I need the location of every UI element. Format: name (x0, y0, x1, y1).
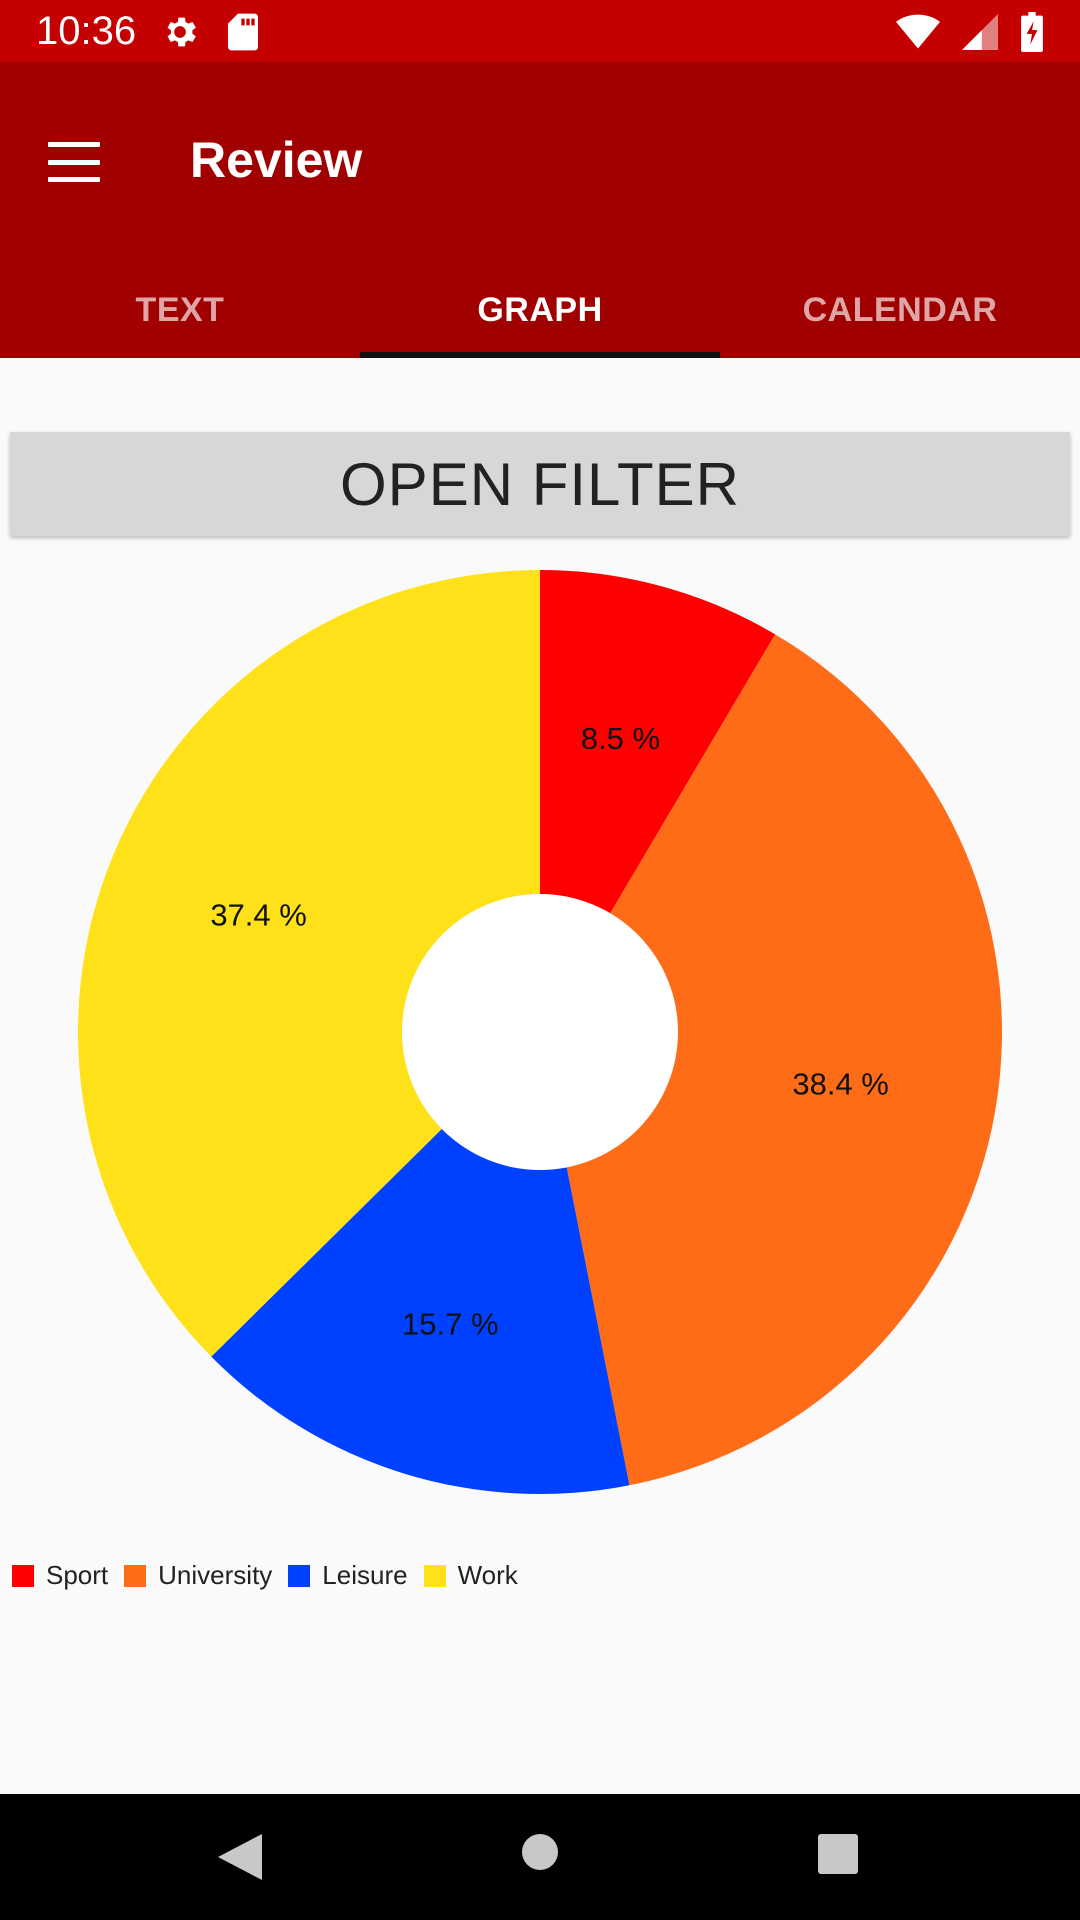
navigation-bar (0, 1794, 1080, 1920)
status-time: 10:36 (36, 9, 137, 53)
legend-item-leisure: Leisure (288, 1560, 408, 1591)
open-filter-button[interactable]: OPEN FILTER (10, 432, 1070, 536)
pie-label-leisure: 15.7 % (402, 1307, 499, 1342)
legend-swatch (12, 1564, 34, 1587)
back-icon[interactable] (218, 1834, 262, 1880)
legend-label: Sport (46, 1560, 109, 1590)
legend-label: Leisure (322, 1560, 408, 1590)
legend-item-work: Work (423, 1560, 518, 1591)
status-bar: 10:36 (0, 0, 1080, 62)
legend-label: University (158, 1560, 273, 1590)
page-title: Review (190, 132, 363, 188)
legend-swatch (124, 1564, 147, 1587)
app-bar: Review TEXT GRAPH CALENDAR (0, 62, 1080, 358)
legend-item-university: University (124, 1560, 272, 1591)
recent-apps-icon[interactable] (818, 1834, 858, 1874)
pie-label-sport: 8.5 % (581, 721, 660, 756)
donut-hole (402, 894, 678, 1170)
tab-graph[interactable]: GRAPH (360, 262, 720, 358)
pie-label-work: 37.4 % (210, 897, 307, 932)
cell-signal-icon (962, 14, 998, 50)
legend-swatch (288, 1564, 311, 1587)
battery-charging-icon (1021, 12, 1043, 52)
legend-swatch (423, 1564, 446, 1587)
pie-chart: 8.5 % 38.4 % 15.7 % 37.4 % (78, 570, 1002, 1494)
hamburger-menu-icon[interactable] (44, 134, 104, 190)
legend-item-sport: Sport (12, 1560, 108, 1591)
sd-card-icon (228, 13, 258, 51)
pie-slice-university[interactable] (540, 634, 1002, 1486)
tab-calendar[interactable]: CALENDAR (802, 290, 998, 329)
pie-label-university: 38.4 % (792, 1066, 889, 1101)
chart-legend: Sport University Leisure Work (12, 1560, 534, 1591)
pie-slice-work[interactable] (78, 570, 540, 1357)
tab-text[interactable]: TEXT (135, 290, 225, 329)
gear-icon (167, 17, 196, 47)
tab-bar: TEXT GRAPH CALENDAR (0, 262, 1080, 358)
wifi-icon (896, 14, 940, 49)
legend-label: Work (457, 1560, 518, 1590)
home-icon[interactable] (522, 1834, 558, 1870)
